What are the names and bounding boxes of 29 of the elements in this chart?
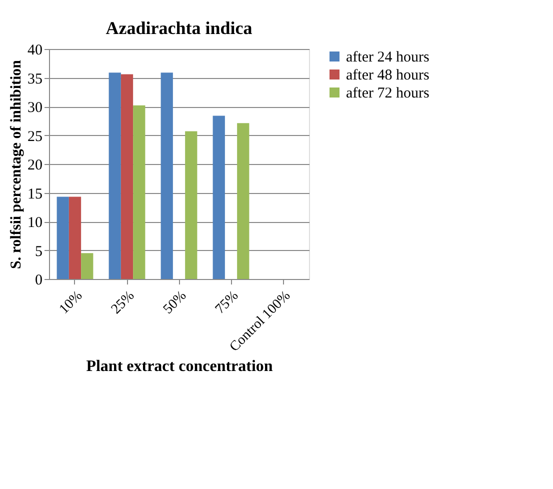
legend-label: after 24 hours xyxy=(346,50,430,66)
x-tick-label: 25% xyxy=(108,288,138,318)
bar xyxy=(108,72,121,279)
bar xyxy=(81,253,94,279)
x-tick-label: 10% xyxy=(56,288,86,318)
y-tick-label: 40 xyxy=(28,42,42,58)
y-tick-label: 10 xyxy=(28,215,42,231)
y-axis-title: S. rolfsii percentage of inhibition xyxy=(8,59,24,270)
x-tick-label: 50% xyxy=(160,288,190,318)
y-tick-label: 0 xyxy=(35,272,42,288)
bar xyxy=(56,196,69,279)
y-tick-label: 30 xyxy=(28,100,42,116)
bar xyxy=(133,105,146,279)
bar xyxy=(160,72,173,279)
chart-title: Azadirachta indica xyxy=(106,18,252,38)
y-tick-label: 5 xyxy=(35,244,42,260)
bar xyxy=(237,123,250,279)
legend-label: after 48 hours xyxy=(346,68,430,84)
y-tick-label: 25 xyxy=(28,128,42,145)
y-tick-label: 15 xyxy=(28,186,42,202)
bar xyxy=(212,116,225,279)
bar xyxy=(68,196,82,279)
legend-label: after 72 hours xyxy=(346,86,430,102)
y-tick-label: 35 xyxy=(28,71,42,88)
x-axis-title: Plant extract concentration xyxy=(86,358,273,376)
x-tick-label: 75% xyxy=(212,288,242,318)
bar xyxy=(185,131,198,279)
bar xyxy=(120,74,134,279)
y-tick-label: 20 xyxy=(28,158,42,174)
